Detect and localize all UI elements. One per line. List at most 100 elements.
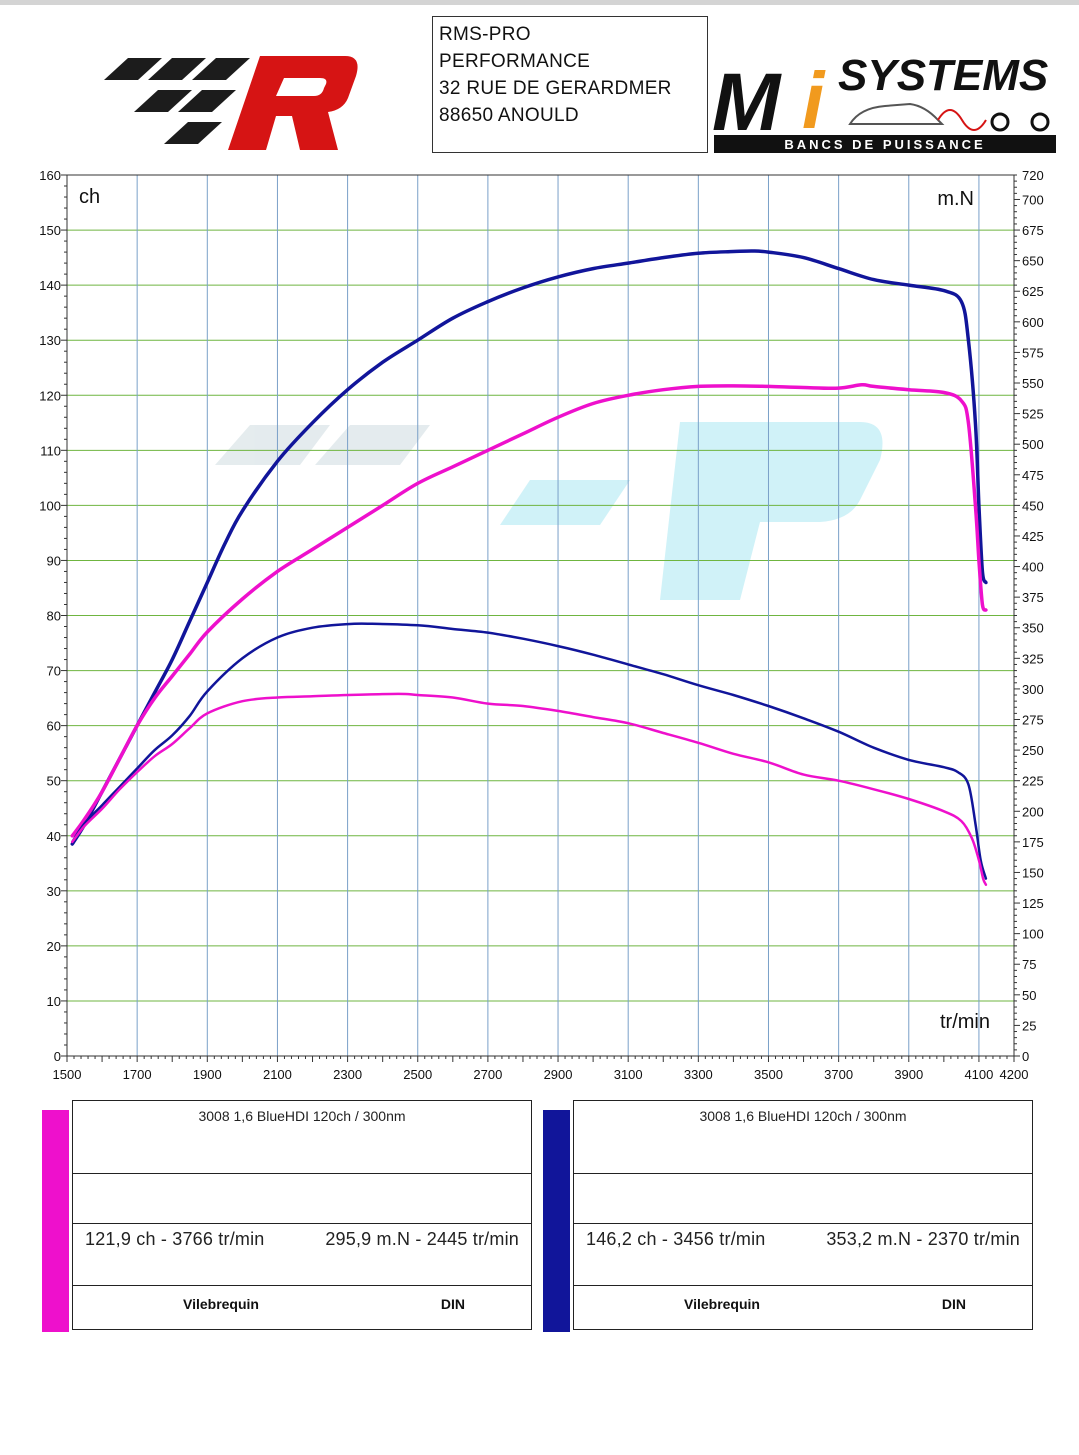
misystems-logo-tagline: BANCS DE PUISSANCE: [784, 137, 985, 152]
y-right-tick-label: 325: [1022, 651, 1044, 666]
x-tick-label: 2100: [263, 1067, 292, 1082]
address-line-4: 88650 ANOULD: [439, 105, 579, 126]
y-left-tick-label: 70: [47, 664, 61, 679]
y-right-tick-label: 0: [1022, 1049, 1029, 1064]
y-right-tick-label: 300: [1022, 682, 1044, 697]
x-tick-label: 3900: [894, 1067, 923, 1082]
legend-footer-left: Vilebrequin: [684, 1296, 760, 1312]
x-tick-label: 1900: [193, 1067, 222, 1082]
y-right-tick-label: 575: [1022, 345, 1044, 360]
watermark-logo: [215, 422, 883, 600]
legend-row-blank: [73, 1174, 531, 1224]
legend-swatch: [42, 1110, 69, 1332]
y-right-tick-labels: 0 25 50 75 100 125 150 175 200 225 250 275 300 325 350…: [1022, 168, 1044, 1064]
y-right-tick-label: 275: [1022, 713, 1044, 728]
y-right-tick-label: 250: [1022, 743, 1044, 758]
address-line-3: 32 RUE DE GERARDMER: [439, 78, 672, 99]
y-right-tick-label: 400: [1022, 560, 1044, 575]
y-right-tick-label: 720: [1022, 168, 1044, 183]
x-tick-label: 1700: [123, 1067, 152, 1082]
rms-logo-stripes: [104, 58, 250, 144]
y-right-tick-label: 25: [1022, 1018, 1036, 1033]
y-left-tick-labels: 0 10 20 30 40 50 60 70 80 90 100 110 120 130 140 150 160: [39, 168, 61, 1064]
legend-footer-right: DIN: [941, 1296, 966, 1312]
dyno-wave-icon: [937, 109, 987, 131]
legend-row-title: 3008 1,6 BlueHDI 120ch / 300nm: [574, 1101, 1032, 1174]
x-tick-label: 2900: [544, 1067, 573, 1082]
chart-grid: [67, 174, 1014, 1056]
x-tick-label: 1500: [53, 1067, 82, 1082]
y-right-tick-label: 350: [1022, 621, 1044, 636]
y-left-tick-label: 60: [47, 719, 61, 734]
dyno-chart: 1500 1700 1900 2100 2300 2500 2700 2900 3100 3300…: [39, 168, 1044, 1082]
y-right-tick-label: 150: [1022, 865, 1044, 880]
legend-swatch: [543, 1110, 570, 1332]
y-right-tick-label: 425: [1022, 529, 1044, 544]
motorbike-icon: [990, 112, 1010, 132]
legend-box: 3008 1,6 BlueHDI 120ch / 300nm 146,2 ch …: [573, 1100, 1033, 1330]
y-left-tick-label: 160: [39, 168, 61, 183]
top-border: [0, 0, 1079, 5]
y-left-tick-label: 120: [39, 388, 61, 403]
chart-axes: [61, 174, 1020, 1062]
legend-power-stat: 146,2 ch - 3456 tr/min: [586, 1229, 766, 1249]
misystems-logo: M i SYSTEMS BANCS DE PUISSANCE: [712, 51, 1056, 153]
y-right-tick-label: 100: [1022, 927, 1044, 942]
y-right-tick-label: 525: [1022, 407, 1044, 422]
legend-row-blank: [574, 1174, 1032, 1224]
y-right-tick-label: 450: [1022, 498, 1044, 513]
x-tick-label: 4200: [1000, 1067, 1029, 1082]
y-right-tick-label: 625: [1022, 284, 1044, 299]
y-left-tick-label: 50: [47, 774, 61, 789]
chart-series: [70, 249, 988, 886]
x-tick-label: 4100: [964, 1067, 993, 1082]
y-right-tick-label: 225: [1022, 774, 1044, 789]
address-line-2: PERFORMANCE: [439, 51, 591, 72]
legend-row-title: 3008 1,6 BlueHDI 120ch / 300nm: [73, 1101, 531, 1174]
y-left-tick-label: 130: [39, 333, 61, 348]
x-axis-label: tr/min: [940, 1011, 990, 1033]
y-left-tick-label: 20: [47, 939, 61, 954]
legend-footer-left: Vilebrequin: [183, 1296, 259, 1312]
x-tick-label: 3500: [754, 1067, 783, 1082]
legend-box: 3008 1,6 BlueHDI 120ch / 300nm 121,9 ch …: [72, 1100, 532, 1330]
y-right-axis-label: m.N: [937, 188, 974, 210]
x-tick-label: 2700: [473, 1067, 502, 1082]
y-left-tick-label: 10: [47, 994, 61, 1009]
series-line-torque-pink: [71, 692, 988, 886]
y-left-tick-label: 80: [47, 609, 61, 624]
y-left-tick-label: 140: [39, 278, 61, 293]
x-tick-label: 3700: [824, 1067, 853, 1082]
y-right-tick-label: 600: [1022, 315, 1044, 330]
legend-row-stats: [574, 1224, 1032, 1286]
series-line-power-pink: [70, 383, 988, 838]
y-left-tick-label: 90: [47, 553, 61, 568]
address-line-1: RMS-PRO: [439, 24, 531, 45]
y-right-tick-label: 50: [1022, 988, 1036, 1003]
legend-footer-right: DIN: [440, 1296, 465, 1312]
car-silhouette-icon: [848, 102, 945, 125]
x-tick-labels: 1500 1700 1900 2100 2300 2500 2700 2900 3100 3300…: [53, 1067, 1029, 1082]
y-right-tick-label: 675: [1022, 223, 1044, 238]
y-right-tick-label: 475: [1022, 468, 1044, 483]
legend-torque-stat: 353,2 m.N - 2370 tr/min: [826, 1229, 1020, 1249]
y-right-tick-label: 125: [1022, 896, 1044, 911]
y-left-axis-label: ch: [79, 186, 100, 208]
y-left-tick-label: 40: [47, 829, 61, 844]
y-left-tick-label: 100: [39, 498, 61, 513]
motorbike-wheel-icon: [1030, 112, 1050, 132]
y-right-tick-label: 375: [1022, 590, 1044, 605]
y-left-tick-label: 110: [40, 443, 61, 458]
y-right-tick-label: 550: [1022, 376, 1044, 391]
legend-row-stats: [73, 1224, 531, 1286]
rms-logo: [104, 56, 358, 150]
misystems-logo-word: SYSTEMS: [838, 51, 1048, 100]
series-line-power-blue: [70, 249, 988, 846]
x-tick-label: 3100: [614, 1067, 643, 1082]
y-right-tick-label: 650: [1022, 254, 1044, 269]
y-left-tick-label: 30: [47, 884, 61, 899]
misystems-logo-m: M: [712, 57, 782, 148]
series-line-torque-blue: [71, 622, 988, 880]
y-left-tick-label: 150: [39, 223, 61, 238]
legend-power-stat: 121,9 ch - 3766 tr/min: [85, 1229, 265, 1249]
